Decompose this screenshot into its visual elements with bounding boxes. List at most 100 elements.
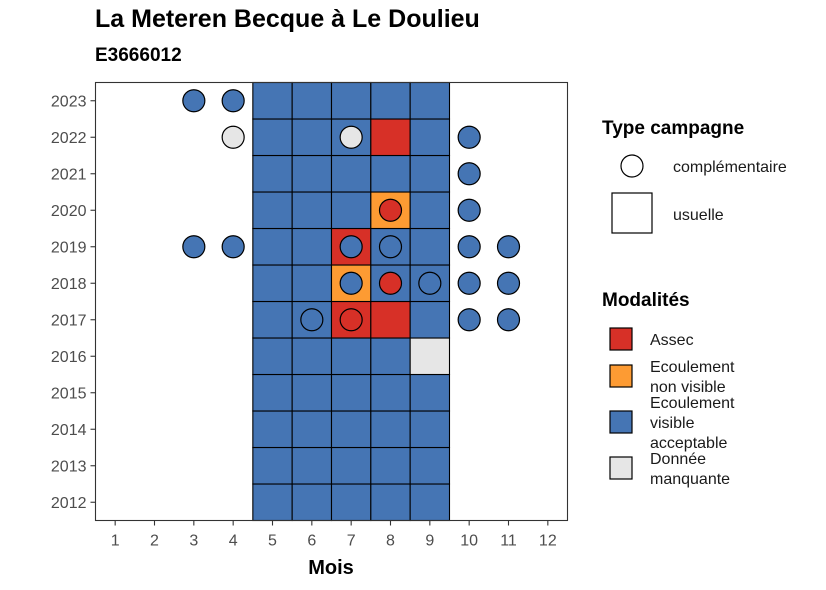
y-axis: 2012 2013 2014 2015 2016 2017 2018 2019 2020 2021… <box>51 93 96 512</box>
y-tick-label-2022: 2022 <box>51 130 87 147</box>
point-complementaire-2020-10 <box>457 198 481 222</box>
point-complementaire-2018-9 <box>418 271 442 295</box>
tile-usuelle-2014-6 <box>291 410 333 449</box>
x-tick-label-1: 1 <box>111 533 120 550</box>
legend-key-ecoulement-visible-acceptable <box>609 410 633 434</box>
tile-usuelle-2013-9 <box>409 446 451 485</box>
tile-usuelle-2018-5 <box>252 264 293 303</box>
point-complementaire-2019-3 <box>182 235 206 259</box>
point-complementaire-2021-10 <box>457 162 481 186</box>
plot-panel-border <box>94 81 569 522</box>
tile-usuelle-2019-6 <box>291 227 333 266</box>
y-tick-label-2012: 2012 <box>51 495 87 512</box>
x-tick-label-11: 11 <box>500 533 517 550</box>
tile-usuelle-2017-8 <box>370 300 411 339</box>
tile-usuelle-2016-5 <box>252 337 293 376</box>
tile-usuelle-2015-8 <box>370 373 411 412</box>
tile-usuelle-2021-9 <box>409 154 451 193</box>
point-complementaire-2017-10 <box>457 308 481 332</box>
legend-label-ecoulement-visible-acceptable: Ecoulement visible acceptable <box>650 395 735 452</box>
tile-usuelle-2019-9 <box>409 227 451 266</box>
tile-usuelle-2013-5 <box>252 446 293 485</box>
chart-subtitle: E3666012 <box>95 45 182 66</box>
y-tick-label-2020: 2020 <box>51 203 87 220</box>
y-tick-label-2017: 2017 <box>51 312 87 329</box>
x-tick-label-4: 4 <box>229 533 238 550</box>
legend-key-complementaire-circle <box>620 154 644 178</box>
point-complementaire-2023-4 <box>221 89 245 113</box>
legend-modalites: Modalités Assec Ecoulement non visibleEcou… <box>602 290 735 488</box>
tile-usuelle-2012-9 <box>409 483 451 522</box>
point-complementaire-2022-4 <box>221 125 245 149</box>
y-tick-label-2021: 2021 <box>51 166 87 183</box>
tile-usuelle-2014-5 <box>252 410 293 449</box>
tile-usuelle-2020-6 <box>291 191 333 230</box>
y-tick-label-2015: 2015 <box>51 385 87 402</box>
tile-usuelle-2021-5 <box>252 154 293 193</box>
tile-usuelle-2017-9 <box>409 300 451 339</box>
x-axis: 1 2 3 4 5 6 7 8 9 10 11 12 <box>111 520 557 550</box>
y-tick-label-2013: 2013 <box>51 458 87 475</box>
tile-usuelle-2012-8 <box>370 483 411 522</box>
point-complementaire-2017-7 <box>339 308 363 332</box>
point-complementaire-2019-8 <box>378 235 403 259</box>
tile-usuelle-2022-5 <box>252 118 293 157</box>
x-tick-label-7: 7 <box>347 533 356 550</box>
x-tick-label-9: 9 <box>425 533 434 550</box>
tile-usuelle-2023-9 <box>409 81 451 120</box>
tile-usuelle-2020-7 <box>330 191 372 230</box>
legend-label-usuelle: usuelle <box>673 207 724 224</box>
tile-usuelle-2015-9 <box>409 373 451 412</box>
tile-usuelle-2019-5 <box>252 227 293 266</box>
point-complementaire-2022-7 <box>339 125 363 149</box>
legend-label-assec: Assec <box>650 332 694 349</box>
tile-usuelle-2017-5 <box>252 300 293 339</box>
tile-usuelle-2021-6 <box>291 154 333 193</box>
tile-usuelle-2015-6 <box>291 373 333 412</box>
tile-usuelle-2013-6 <box>291 446 333 485</box>
legend-key-donnee-manquante <box>609 456 633 480</box>
tile-usuelle-2021-7 <box>330 154 372 193</box>
legend-label-complementaire: complémentaire <box>673 159 787 176</box>
tile-usuelle-2012-6 <box>291 483 333 522</box>
tile-usuelle-2023-7 <box>330 81 372 120</box>
point-complementaire-2018-10 <box>457 271 481 295</box>
point-complementaire-2018-11 <box>496 271 521 295</box>
chart-title: La Meteren Becque à Le Doulieu <box>95 5 480 33</box>
tile-usuelle-2021-8 <box>370 154 411 193</box>
tile-usuelle-2022-9 <box>409 118 451 157</box>
y-tick-label-2023: 2023 <box>51 93 87 110</box>
x-tick-label-12: 12 <box>539 533 557 550</box>
point-complementaire-2019-7 <box>339 235 363 259</box>
tile-usuelle-2013-8 <box>370 446 411 485</box>
tile-usuelle-2023-6 <box>291 81 333 120</box>
y-tick-label-2014: 2014 <box>51 422 87 439</box>
y-tick-label-2018: 2018 <box>51 276 87 293</box>
point-complementaire-2022-10 <box>457 125 481 149</box>
x-tick-label-2: 2 <box>150 533 159 550</box>
x-tick-label-5: 5 <box>268 533 277 550</box>
tile-usuelle-2014-9 <box>409 410 451 449</box>
tile-usuelle-2023-8 <box>370 81 411 120</box>
x-tick-label-6: 6 <box>307 533 316 550</box>
point-complementaire-2023-3 <box>182 89 206 113</box>
tile-usuelle-2016-9 <box>409 337 451 376</box>
usuelle-tiles-layer <box>252 81 451 522</box>
legend-title-type-campagne: Type campagne <box>602 118 744 139</box>
x-tick-label-10: 10 <box>460 533 478 550</box>
tile-usuelle-2014-7 <box>330 410 372 449</box>
legend-title-modalites: Modalités <box>602 290 690 311</box>
tile-usuelle-2022-6 <box>291 118 333 157</box>
point-complementaire-2020-8 <box>378 198 403 222</box>
x-tick-label-3: 3 <box>189 533 198 550</box>
tile-usuelle-2018-6 <box>291 264 333 303</box>
legend-label-donnee-manquante: Donnée manquante <box>650 451 730 488</box>
tile-usuelle-2023-5 <box>252 81 293 120</box>
tile-usuelle-2013-7 <box>330 446 372 485</box>
legend-type-campagne: Type campagne complémentaire usuelle <box>602 118 787 234</box>
point-complementaire-2018-7 <box>339 271 363 295</box>
point-complementaire-2019-10 <box>457 235 481 259</box>
point-complementaire-2017-11 <box>496 308 521 332</box>
y-tick-label-2019: 2019 <box>51 239 87 256</box>
legend-key-ecoulement-non-visible <box>609 364 633 388</box>
